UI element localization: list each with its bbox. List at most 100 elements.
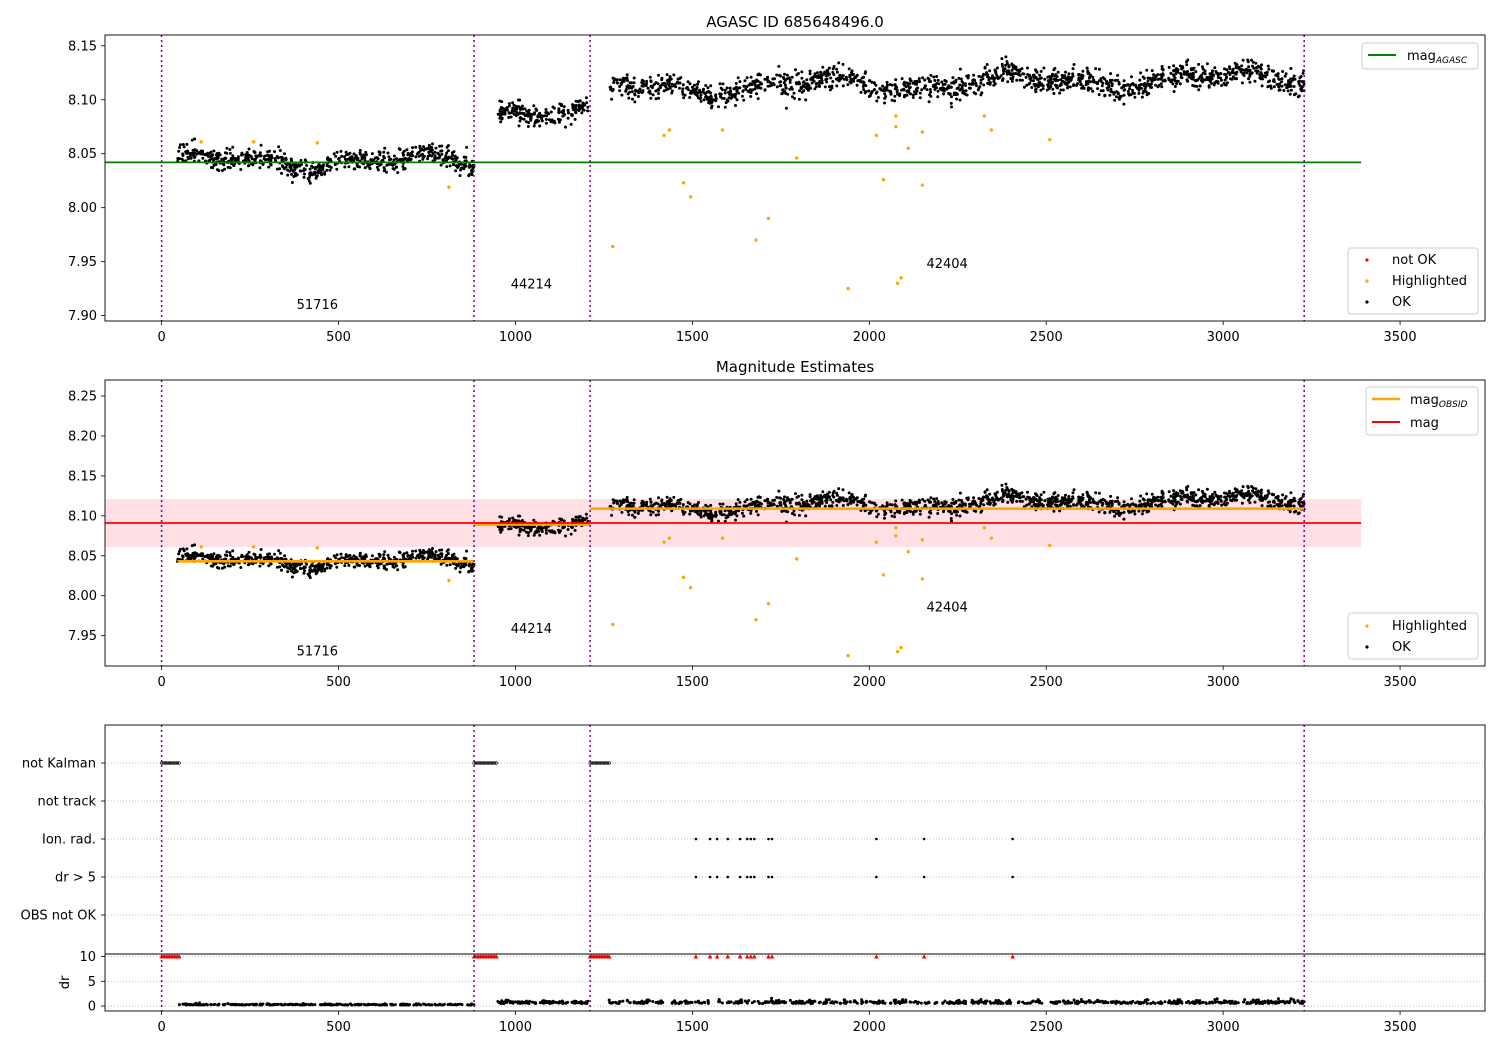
ok-point <box>269 158 273 162</box>
ok-point <box>637 91 641 95</box>
ok-point <box>245 151 249 154</box>
ok-point <box>1159 502 1163 506</box>
ok-point <box>1137 503 1141 507</box>
ok-point <box>386 151 390 155</box>
ok-point <box>508 111 511 115</box>
ok-point <box>231 549 235 553</box>
ok-point <box>1286 89 1290 93</box>
ok-point <box>1080 498 1084 502</box>
ok-point <box>1248 80 1252 84</box>
ok-point <box>657 88 660 92</box>
ok-point <box>779 74 783 78</box>
ok-point <box>1173 504 1177 508</box>
ok-point <box>499 120 503 124</box>
ok-point <box>182 145 186 149</box>
ok-point <box>922 86 926 90</box>
ok-point <box>328 168 332 172</box>
ok-point <box>966 74 970 78</box>
ok-point <box>1167 490 1171 494</box>
ok-point <box>445 553 449 557</box>
ok-point <box>826 496 830 500</box>
ok-point <box>958 503 962 507</box>
ok-point <box>1089 87 1093 91</box>
ok-point <box>1230 71 1234 75</box>
ok-point <box>1138 499 1142 503</box>
ok-point <box>818 500 822 504</box>
ok-point <box>385 163 389 167</box>
ok-point <box>402 153 405 157</box>
ok-point <box>898 510 902 513</box>
ok-point <box>1197 62 1201 66</box>
ok-point <box>1182 72 1186 76</box>
flag-point <box>726 837 730 841</box>
ok-point <box>1118 512 1122 516</box>
ok-point <box>1125 83 1129 87</box>
ok-point <box>958 514 962 518</box>
ok-point <box>982 72 986 76</box>
legend-label-highlighted: Highlighted <box>1392 274 1467 289</box>
ok-point <box>1053 66 1057 70</box>
ok-point <box>464 159 468 163</box>
ok-point <box>228 151 232 155</box>
ok-point <box>1239 70 1243 74</box>
ok-point <box>964 510 967 514</box>
ok-point <box>539 526 542 530</box>
ok-point <box>644 84 648 88</box>
highlighted-point <box>667 128 672 132</box>
highlighted-point <box>447 578 451 583</box>
ok-point <box>913 90 916 94</box>
ok-point <box>1146 79 1150 83</box>
ok-point <box>1246 60 1250 64</box>
ok-point <box>775 73 779 77</box>
ok-point <box>848 73 852 77</box>
ok-point <box>755 509 758 513</box>
ok-point <box>835 70 839 74</box>
ok-point <box>517 105 521 109</box>
ok-point <box>337 156 341 160</box>
ok-point <box>1227 489 1231 493</box>
ok-point <box>1201 67 1205 71</box>
flag-point <box>483 761 487 765</box>
ok-point <box>223 557 227 561</box>
ok-point <box>561 114 565 118</box>
highlighted-point <box>874 133 879 138</box>
ok-point <box>1300 88 1303 92</box>
flag-point <box>493 761 497 765</box>
ok-point <box>1150 492 1154 496</box>
ok-point <box>498 116 502 120</box>
ok-point <box>992 500 996 504</box>
ok-point <box>340 154 344 158</box>
ok-point <box>707 515 711 519</box>
ok-point <box>1046 497 1050 501</box>
ok-point <box>902 512 906 516</box>
ok-point <box>723 91 727 95</box>
ok-point <box>552 119 556 123</box>
ok-point <box>1127 93 1131 97</box>
ok-point <box>963 82 967 86</box>
ok-point <box>659 86 662 90</box>
highlighted-point <box>688 586 693 590</box>
ok-point <box>812 79 816 83</box>
legend-dot-ok-2 <box>1365 645 1369 649</box>
highlighted-point <box>611 622 615 627</box>
x-tick-label: 3000 <box>1207 675 1240 690</box>
ok-point <box>773 498 776 502</box>
ok-point <box>810 81 814 85</box>
highlighted-point <box>881 177 886 182</box>
ok-point <box>1004 63 1008 67</box>
ok-point <box>566 116 570 120</box>
ok-point <box>1276 494 1280 498</box>
ok-point <box>688 91 692 95</box>
ok-point <box>241 555 244 559</box>
ok-point <box>841 496 845 500</box>
ok-point <box>566 528 570 531</box>
ok-point <box>1219 72 1223 76</box>
dr-point <box>247 1003 251 1007</box>
ok-point <box>177 149 181 153</box>
ok-point <box>1200 489 1204 493</box>
flag-point <box>1011 875 1014 879</box>
ok-point <box>584 96 588 100</box>
ok-point <box>586 519 590 523</box>
ok-point <box>1234 77 1237 80</box>
